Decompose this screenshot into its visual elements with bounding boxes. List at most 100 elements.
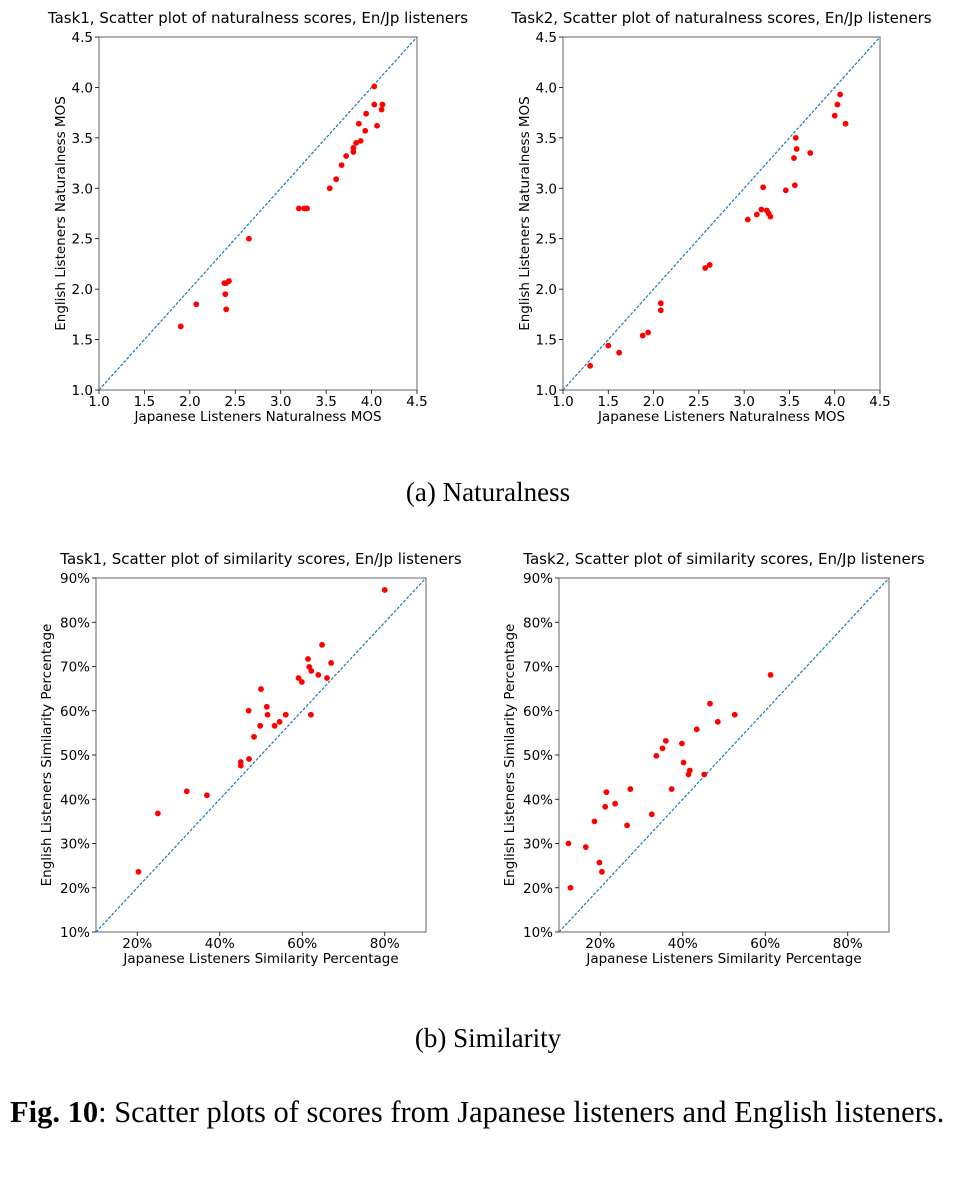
chart-title: Task2, Scatter plot of naturalness score… <box>510 9 931 27</box>
data-point <box>837 91 844 98</box>
y-tick-label: 1.0 <box>536 383 557 399</box>
y-tick-label: 60% <box>523 704 553 720</box>
scatter-chart-task2-similarity: Task2, Scatter plot of similarity scores… <box>502 550 925 967</box>
data-point <box>834 101 841 108</box>
chart-title: Task1, Scatter plot of naturalness score… <box>47 9 468 27</box>
x-tick-label: 4.0 <box>824 394 845 410</box>
data-point <box>685 771 692 778</box>
data-point <box>154 810 161 817</box>
diagonal-reference-line <box>562 36 881 391</box>
x-tick-label: 3.5 <box>779 394 800 410</box>
data-point <box>315 672 322 678</box>
data-point <box>701 771 708 778</box>
data-point <box>653 752 660 759</box>
data-point <box>319 641 325 648</box>
data-point <box>295 675 302 681</box>
data-point <box>668 786 675 792</box>
x-tick-label: 4.5 <box>869 394 890 410</box>
diagonal-reference-line <box>558 577 890 933</box>
y-tick-label: 1.5 <box>536 333 557 349</box>
data-point <box>602 803 609 810</box>
data-point <box>353 140 360 146</box>
data-point <box>363 110 370 117</box>
data-point <box>645 329 652 336</box>
data-point <box>707 700 713 707</box>
data-point <box>324 675 330 681</box>
chart-title: Task1, Scatter plot of similarity scores… <box>59 550 462 568</box>
chart-title: Task2, Scatter plot of similarity scores… <box>522 550 925 568</box>
data-point <box>333 176 340 183</box>
data-point <box>264 711 271 718</box>
y-tick-label: 4.0 <box>536 80 557 96</box>
x-tick-label: 2.5 <box>225 394 246 410</box>
y-tick-label: 20% <box>523 881 553 897</box>
data-point <box>758 206 765 213</box>
subcaption-similarity: (b) Similarity <box>414 1023 562 1053</box>
subcaption-naturalness: (a) Naturalness <box>405 477 571 507</box>
y-tick-label: 30% <box>60 837 90 853</box>
x-tick-label: 3.0 <box>270 394 291 410</box>
x-tick-label: 3.5 <box>315 394 336 410</box>
y-tick-label: 70% <box>60 660 90 676</box>
scatter-chart-task1-naturalness: Task1, Scatter plot of naturalness score… <box>47 9 468 425</box>
x-tick-label: 60% <box>287 936 317 952</box>
data-point <box>326 185 333 192</box>
data-point <box>599 868 605 875</box>
data-point <box>596 859 603 866</box>
y-axis-label: English Listeners Naturalness MOS <box>53 96 69 331</box>
x-axis-label: Japanese Listeners Similarity Percentage <box>122 951 398 967</box>
data-point <box>263 703 270 710</box>
data-point <box>591 818 598 825</box>
x-tick-label: 1.5 <box>598 394 619 410</box>
data-point <box>792 134 799 141</box>
y-tick-label: 2.5 <box>536 232 557 248</box>
data-point <box>257 722 264 729</box>
data-point <box>246 756 252 762</box>
y-tick-label: 3.5 <box>536 131 557 147</box>
data-point <box>378 106 385 113</box>
data-point <box>222 291 229 298</box>
data-point <box>338 162 345 168</box>
x-axis-label: Japanese Listeners Similarity Percentage <box>585 951 861 967</box>
data-point <box>357 137 364 144</box>
data-point <box>731 711 738 718</box>
x-tick-label: 1.0 <box>88 394 109 410</box>
y-tick-label: 2.5 <box>72 232 93 248</box>
y-tick-label: 3.0 <box>72 181 93 197</box>
data-point <box>298 679 305 685</box>
x-tick-label: 2.0 <box>179 394 200 410</box>
y-tick-label: 50% <box>523 748 553 764</box>
data-point <box>648 811 655 818</box>
data-point <box>305 656 311 662</box>
x-tick-label: 1.0 <box>552 394 573 410</box>
data-point <box>680 759 687 766</box>
x-axis-label: Japanese Listeners Naturalness MOS <box>597 409 845 425</box>
x-tick-label: 1.5 <box>134 394 155 410</box>
data-point <box>183 788 190 795</box>
data-point <box>627 786 634 792</box>
data-point <box>350 149 357 155</box>
y-tick-label: 40% <box>60 792 90 808</box>
y-tick-label: 20% <box>60 881 90 897</box>
y-tick-label: 80% <box>523 615 553 631</box>
data-point <box>714 718 721 725</box>
y-tick-label: 50% <box>60 748 90 764</box>
data-point <box>226 278 232 284</box>
x-tick-label: 2.5 <box>688 394 709 410</box>
data-point <box>276 718 283 725</box>
y-tick-label: 3.5 <box>72 131 93 147</box>
data-point <box>350 145 357 151</box>
y-tick-label: 4.0 <box>72 80 93 96</box>
plot-frame <box>562 36 881 391</box>
data-point <box>842 120 849 127</box>
data-point <box>304 205 310 212</box>
data-point <box>612 800 618 807</box>
y-tick-label: 4.5 <box>72 30 93 46</box>
data-point <box>237 762 244 769</box>
data-point <box>251 733 257 740</box>
data-point <box>662 737 669 744</box>
y-tick-label: 10% <box>60 925 90 941</box>
data-point <box>679 740 685 747</box>
data-point <box>282 711 289 718</box>
data-point <box>767 213 774 220</box>
